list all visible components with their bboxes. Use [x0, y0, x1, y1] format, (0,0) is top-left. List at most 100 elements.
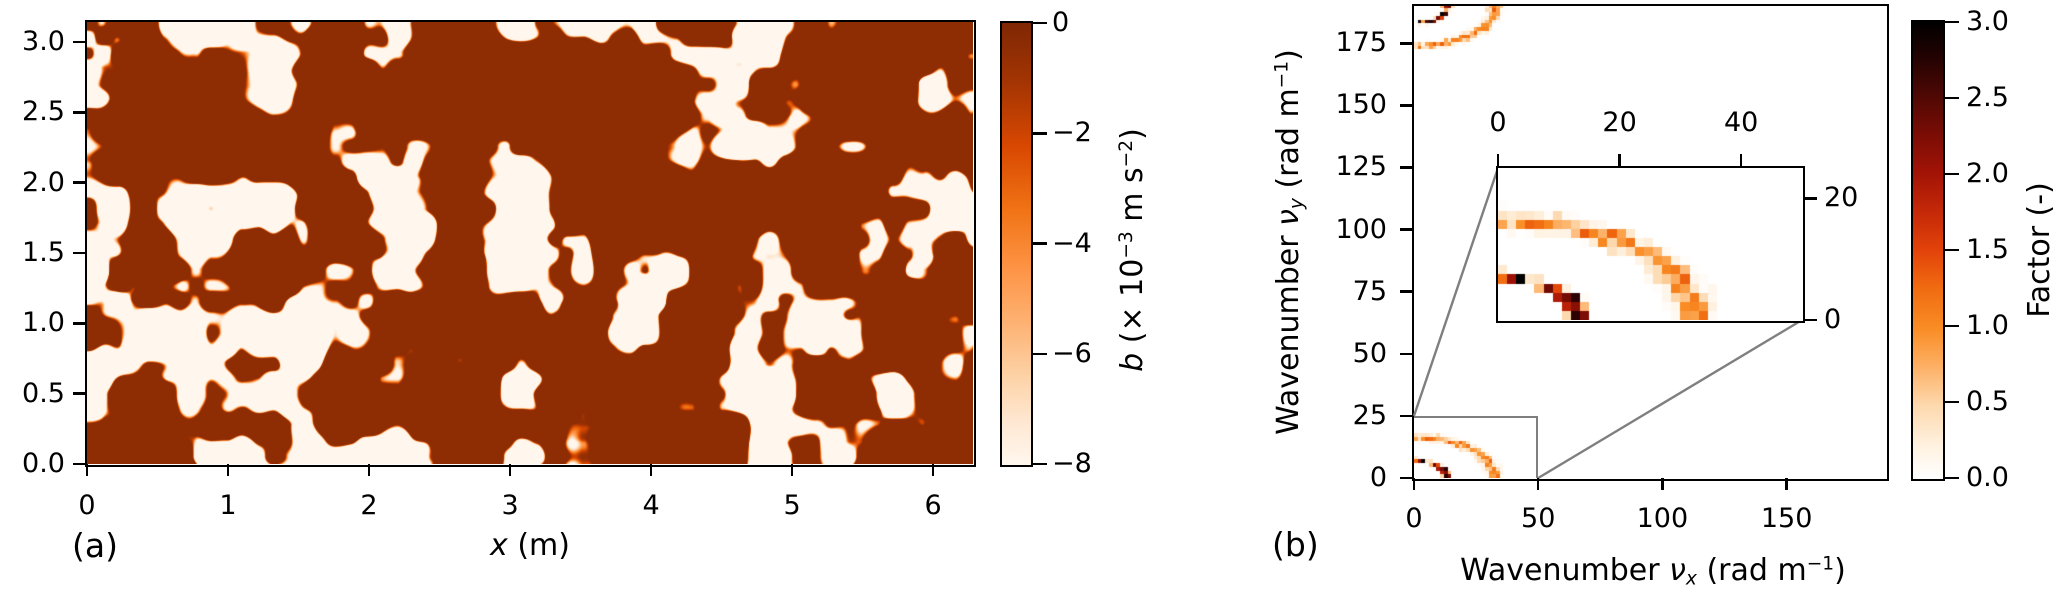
panel-b-colorbar-ticklabel: 3.0	[1966, 6, 2009, 37]
label-segment: ν	[1669, 552, 1686, 588]
panel-b-x-ticklabel: 100	[1636, 503, 1689, 534]
panel-a-colorbar-ticklabel: −6	[1052, 337, 1092, 369]
label-segment: (m)	[507, 528, 570, 563]
panel-a-x-tickmark	[85, 464, 89, 476]
panel-a-colorbar-tickmark	[1032, 352, 1047, 355]
panel-b-colorbar-ticklabel: 0.5	[1966, 386, 2009, 417]
panel-b-letter: (b)	[1272, 525, 1319, 564]
panel-a-colorbar-tickmark	[1032, 21, 1047, 25]
inset-x-ticklabel: 20	[1602, 107, 1637, 138]
panel-b-x-tickmark	[1785, 478, 1788, 490]
label-segment: (rad m	[1270, 88, 1306, 199]
panel-a-y-ticklabel: 1.5	[22, 236, 65, 268]
panel-b-y-tickmark	[1399, 228, 1412, 231]
panel-b-x-tickmark	[1661, 478, 1664, 490]
panel-a-y-ticklabel: 3.0	[22, 25, 65, 57]
inset-x-tickmark	[1739, 153, 1743, 166]
label-segment: x	[1685, 568, 1697, 590]
label-segment: )	[1834, 552, 1846, 588]
panel-a-colorbar	[999, 20, 1033, 467]
label-segment: (× 10	[1115, 258, 1151, 353]
panel-b-y-ticklabel: 175	[1335, 27, 1387, 59]
panel-a-x-ticklabel: 2	[360, 490, 378, 521]
label-segment: −2	[1115, 139, 1137, 168]
panel-b-x-ticklabel: 50	[1521, 503, 1556, 534]
panel-b-colorbar	[1910, 19, 1945, 481]
panel-a-colorbar-ticklabel: −4	[1052, 227, 1092, 259]
panel-a-x-tickmark	[790, 464, 794, 476]
panel-a-colorbar-tickmark	[1032, 242, 1047, 245]
inset-x-ticklabel: 40	[1724, 107, 1759, 138]
panel-b-colorbar-label: Factor (-)	[2022, 182, 2057, 318]
panel-a-x-ticklabel: 6	[924, 490, 942, 521]
panel-a-y-ticklabel: 2.5	[22, 96, 65, 128]
panel-a-x-ticklabel: 0	[78, 490, 96, 521]
panel-b-x-ticklabel: 150	[1760, 503, 1813, 534]
panel-a-x-ticklabel: 5	[783, 490, 801, 521]
panel-a-x-ticklabel: 3	[501, 490, 519, 521]
inset-y-ticklabel: 20	[1824, 182, 1859, 214]
panel-b-y-ticklabel: 100	[1335, 213, 1387, 245]
panel-b-colorbar-tickmark	[1944, 400, 1959, 404]
panel-b-x-tickmark	[1536, 478, 1540, 490]
label-segment: Wavenumber	[1270, 225, 1306, 435]
panel-b-colorbar-ticklabel: 1.5	[1966, 234, 2009, 265]
label-segment: x	[490, 528, 508, 563]
panel-b-colorbar-ticklabel: 0.0	[1966, 462, 2009, 493]
panel-b-colorbar-tickmark	[1944, 96, 1959, 100]
panel-b-y-tickmark	[1399, 352, 1412, 356]
inset-y-tickmark	[1804, 318, 1817, 322]
panel-b-y-ticklabel: 25	[1352, 399, 1387, 431]
panel-b-colorbar-ticklabel: 1.0	[1966, 310, 2009, 341]
panel-a-y-tickmark	[72, 111, 85, 114]
zoom-region-rect	[1414, 415, 1539, 478]
panel-a-y-ticklabel: 0.0	[22, 448, 65, 479]
panel-a-axes	[84, 19, 976, 467]
label-segment: (rad m	[1696, 552, 1807, 588]
panel-b-y-tickmark	[1399, 166, 1412, 169]
panel-b-y-ticklabel: 0	[1369, 462, 1387, 493]
panel-a-y-ticklabel: 1.0	[22, 307, 65, 339]
panel-a-x-tickmark	[931, 464, 935, 476]
panel-b-colorbar-tickmark	[1944, 324, 1959, 328]
panel-b-x-ticklabel: 0	[1405, 503, 1423, 534]
panel-b-inset-canvas	[1497, 167, 1802, 320]
inset-x-tickmark	[1618, 153, 1621, 166]
panel-b-colorbar-ticklabel: 2.0	[1966, 158, 2009, 189]
panel-a-x-tickmark	[649, 464, 653, 476]
label-segment: ν	[1270, 209, 1306, 226]
inset-y-ticklabel: 0	[1824, 304, 1842, 335]
inset-x-tickmark	[1496, 153, 1500, 166]
label-segment: b	[1115, 352, 1151, 372]
panel-b-colorbar-tickmark	[1944, 248, 1959, 252]
panel-a-colorbar-label: b (× 10−3 m s−2)	[1111, 128, 1151, 372]
panel-b-colorbar-ticklabel: 2.5	[1966, 82, 2009, 113]
panel-b-colorbar-tickmark	[1944, 172, 1959, 176]
panel-a-xaxis-label: x (m)	[490, 530, 570, 562]
panel-a-x-ticklabel: 1	[219, 490, 237, 521]
panel-a-y-ticklabel: 2.0	[22, 166, 65, 198]
panel-b-xaxis-label: Wavenumber νx (rad m−1)	[1460, 549, 1846, 592]
label-segment: )	[1270, 49, 1306, 61]
label-segment: −1	[1271, 60, 1293, 89]
label-segment: Wavenumber	[1460, 552, 1670, 588]
panel-a-y-tickmark	[72, 392, 85, 395]
inset-x-ticklabel: 0	[1489, 107, 1507, 138]
panel-b-y-tickmark	[1399, 290, 1412, 293]
panel-a-y-tickmark	[72, 322, 85, 325]
panel-a-y-tickmark	[72, 251, 85, 255]
panel-a-colorbar-ticklabel: −2	[1052, 117, 1092, 149]
panel-b-y-tickmark	[1399, 414, 1412, 418]
panel-a-y-tickmark	[72, 462, 85, 466]
panel-b-y-tickmark	[1399, 42, 1412, 45]
label-segment: m s	[1115, 167, 1151, 232]
panel-a-colorbar-tickmark	[1032, 462, 1047, 466]
label-segment: −3	[1115, 231, 1137, 259]
panel-b-y-ticklabel: 125	[1335, 151, 1387, 183]
inset-y-tickmark	[1804, 197, 1817, 200]
panel-a-colorbar-ticklabel: −8	[1052, 448, 1092, 479]
panel-b-colorbar-tickmark	[1944, 476, 1959, 480]
panel-b-y-ticklabel: 75	[1352, 275, 1387, 307]
panel-b-inset-axes	[1495, 165, 1805, 323]
